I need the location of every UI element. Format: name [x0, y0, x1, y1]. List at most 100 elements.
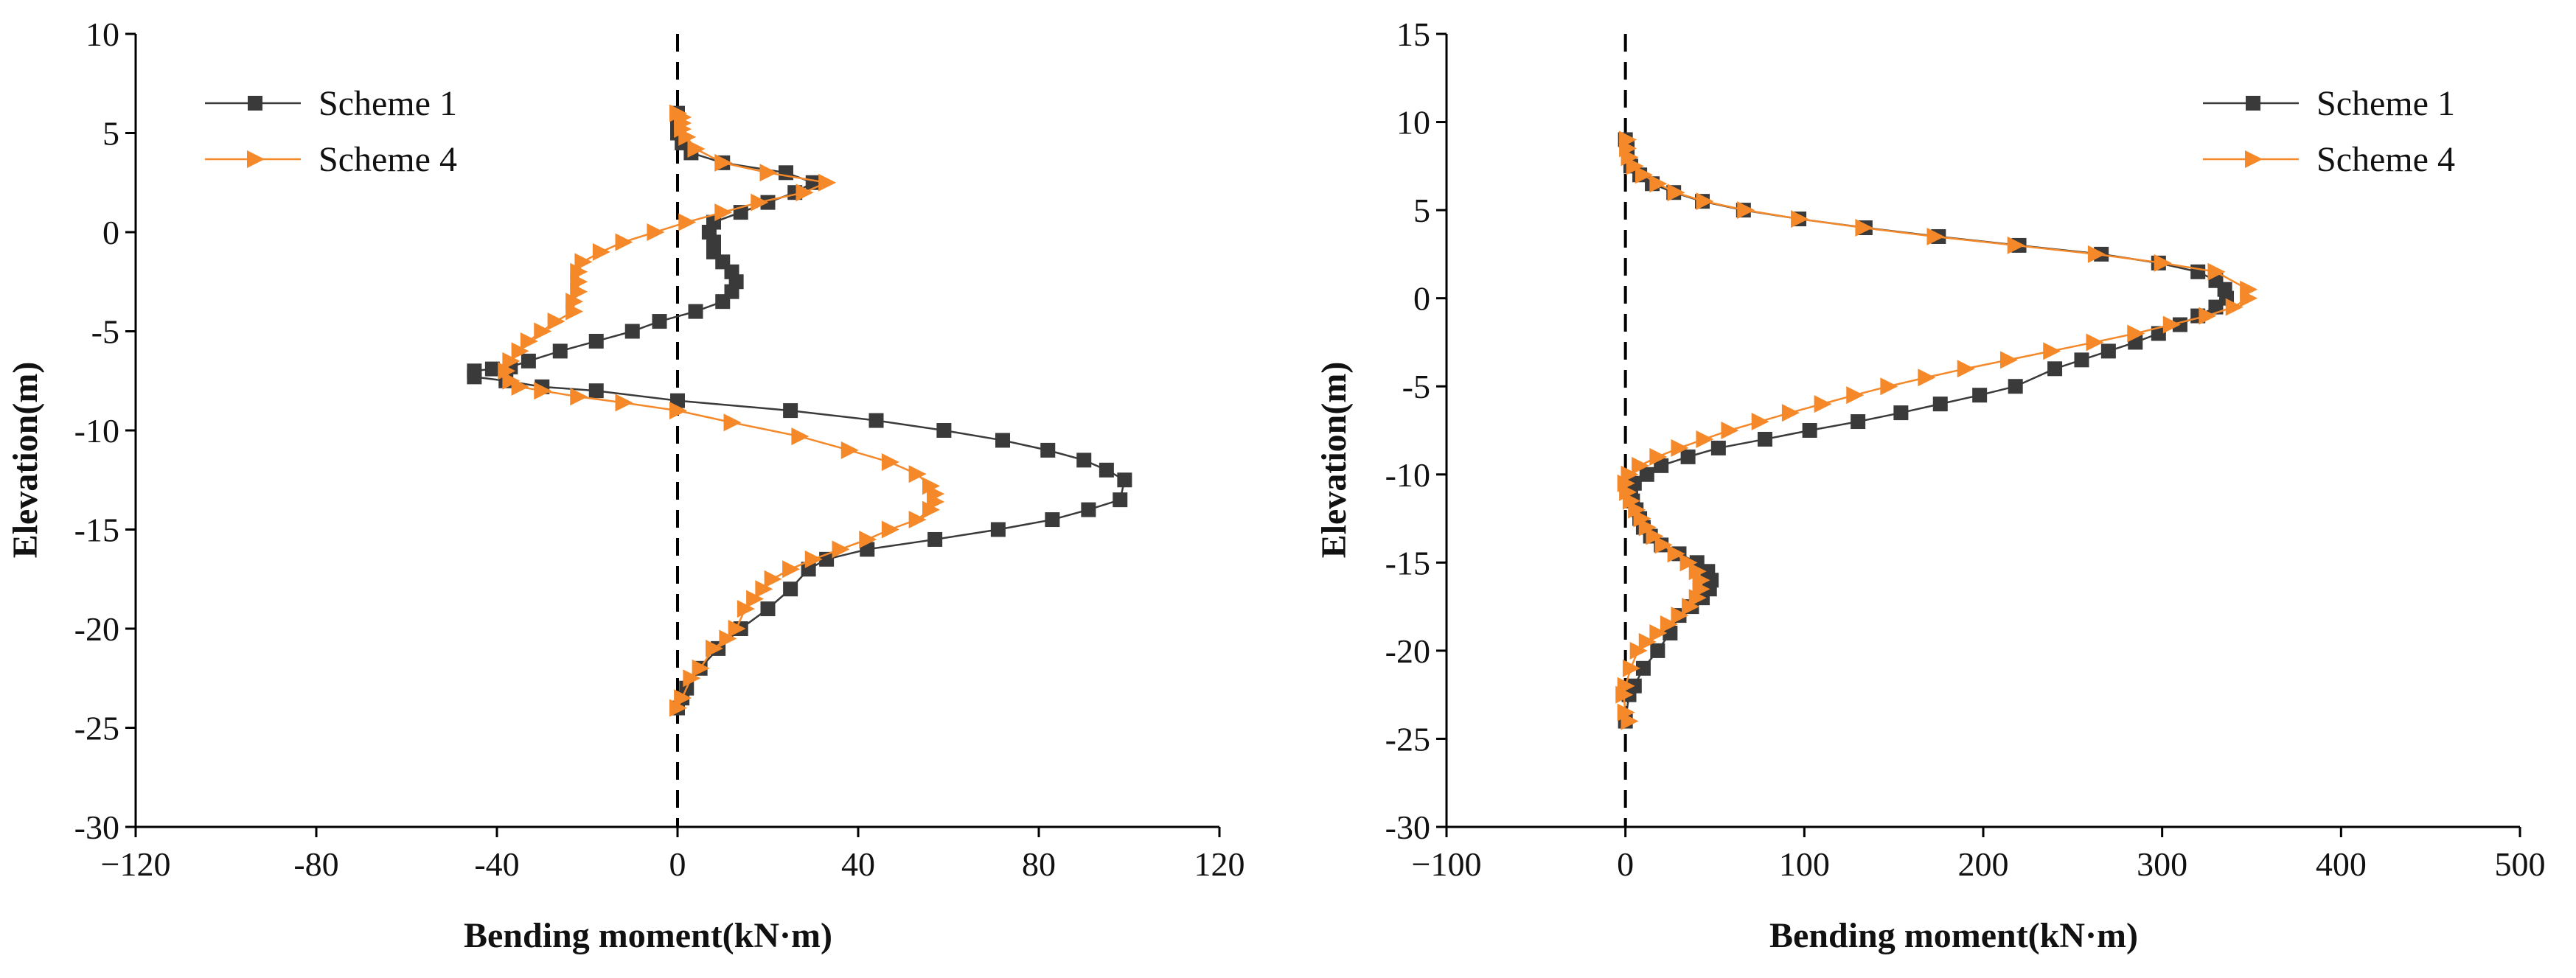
y-tick-label: -10 — [1385, 456, 1430, 494]
data-point — [1649, 624, 1668, 642]
data-point — [783, 581, 798, 597]
data-point — [511, 377, 529, 396]
x-tick-label: 120 — [1194, 845, 1245, 883]
data-point — [552, 343, 568, 359]
data-point — [498, 362, 516, 380]
y-tick-label: 5 — [102, 115, 119, 153]
data-point — [1621, 712, 1639, 730]
data-point — [1638, 632, 1657, 651]
legend-item: Scheme 4 — [205, 140, 457, 179]
data-point — [881, 453, 899, 472]
data-point — [796, 184, 814, 202]
data-point — [1972, 388, 1988, 403]
data-point — [779, 165, 793, 181]
data-point — [1649, 175, 1668, 193]
data-point — [782, 560, 801, 579]
data-point — [520, 332, 538, 350]
data-point — [751, 193, 769, 212]
legend-label: Scheme 1 — [2316, 84, 2455, 123]
data-point — [1791, 210, 1809, 228]
data-point — [615, 394, 633, 412]
data-point — [715, 294, 731, 310]
data-point — [2127, 324, 2145, 343]
series-line — [504, 112, 936, 709]
data-point — [502, 352, 521, 370]
data-point — [1040, 442, 1056, 458]
data-point — [574, 253, 593, 271]
data-point — [801, 562, 816, 577]
data-point — [1751, 413, 1769, 431]
data-point — [1626, 157, 1644, 175]
data-point — [1650, 643, 1665, 658]
data-point — [674, 689, 692, 708]
data-point — [1615, 685, 1634, 704]
data-point — [1646, 527, 1664, 545]
y-tick-label: -15 — [1385, 544, 1430, 581]
data-point — [1622, 659, 1640, 677]
x-tick-label: 100 — [1779, 845, 1830, 883]
y-tick-label: 10 — [86, 15, 119, 53]
data-point — [565, 302, 584, 321]
data-point — [1688, 589, 1707, 607]
data-point — [2043, 342, 2061, 360]
data-point — [1632, 456, 1650, 475]
x-axis-title: Bending moment(kN·m) — [464, 916, 832, 955]
data-point — [592, 242, 610, 261]
data-point — [1671, 439, 1689, 457]
y-tick-label: -5 — [91, 313, 119, 351]
data-point — [1629, 641, 1648, 660]
series-line — [473, 113, 1126, 709]
y-tick-label: -20 — [1385, 632, 1430, 670]
legend-item: Scheme 4 — [2203, 140, 2455, 179]
data-point — [1814, 395, 1832, 413]
data-point — [1045, 512, 1060, 528]
data-point — [1635, 166, 1653, 184]
data-point — [1710, 440, 1726, 455]
x-tick-label: 0 — [669, 845, 686, 883]
data-point — [706, 639, 723, 657]
data-point — [859, 530, 877, 548]
data-point — [502, 371, 521, 390]
data-point — [1737, 201, 1755, 220]
data-point — [818, 173, 837, 192]
data-point — [1667, 545, 1685, 563]
data-point — [1696, 192, 1714, 211]
data-point — [624, 324, 640, 339]
x-tick-label: 40 — [841, 845, 875, 883]
data-point — [588, 333, 604, 349]
legend-item: Scheme 1 — [205, 84, 457, 123]
data-point — [2047, 361, 2063, 377]
y-tick-label: 15 — [1396, 15, 1430, 53]
data-point — [652, 314, 667, 329]
data-point — [1880, 377, 1898, 396]
data-point — [1628, 500, 1646, 519]
data-point — [2207, 262, 2226, 281]
data-point — [1851, 414, 1866, 430]
y-tick-label: -25 — [1385, 720, 1430, 758]
y-tick-label: -5 — [1402, 368, 1430, 405]
data-point — [2240, 289, 2258, 307]
data-point — [2008, 379, 2023, 394]
data-point — [719, 629, 737, 648]
x-tick-label: −100 — [1412, 845, 1482, 883]
data-point — [2087, 245, 2106, 263]
data-point — [922, 500, 940, 519]
data-point — [1999, 351, 2018, 369]
data-point — [615, 233, 633, 251]
data-point — [2074, 352, 2089, 368]
data-point — [688, 304, 703, 319]
data-point — [687, 140, 706, 158]
data-point — [1802, 423, 1817, 438]
legend-item: Scheme 1 — [2203, 84, 2455, 123]
data-point — [2190, 264, 2206, 279]
data-point — [804, 550, 823, 568]
data-point — [570, 282, 588, 301]
legend-marker — [2246, 96, 2260, 111]
data-point — [521, 353, 536, 369]
data-point — [2007, 236, 2025, 254]
x-tick-label: −120 — [101, 845, 171, 883]
data-point — [692, 659, 710, 677]
x-tick-label: -40 — [474, 845, 519, 883]
data-point — [714, 153, 733, 172]
